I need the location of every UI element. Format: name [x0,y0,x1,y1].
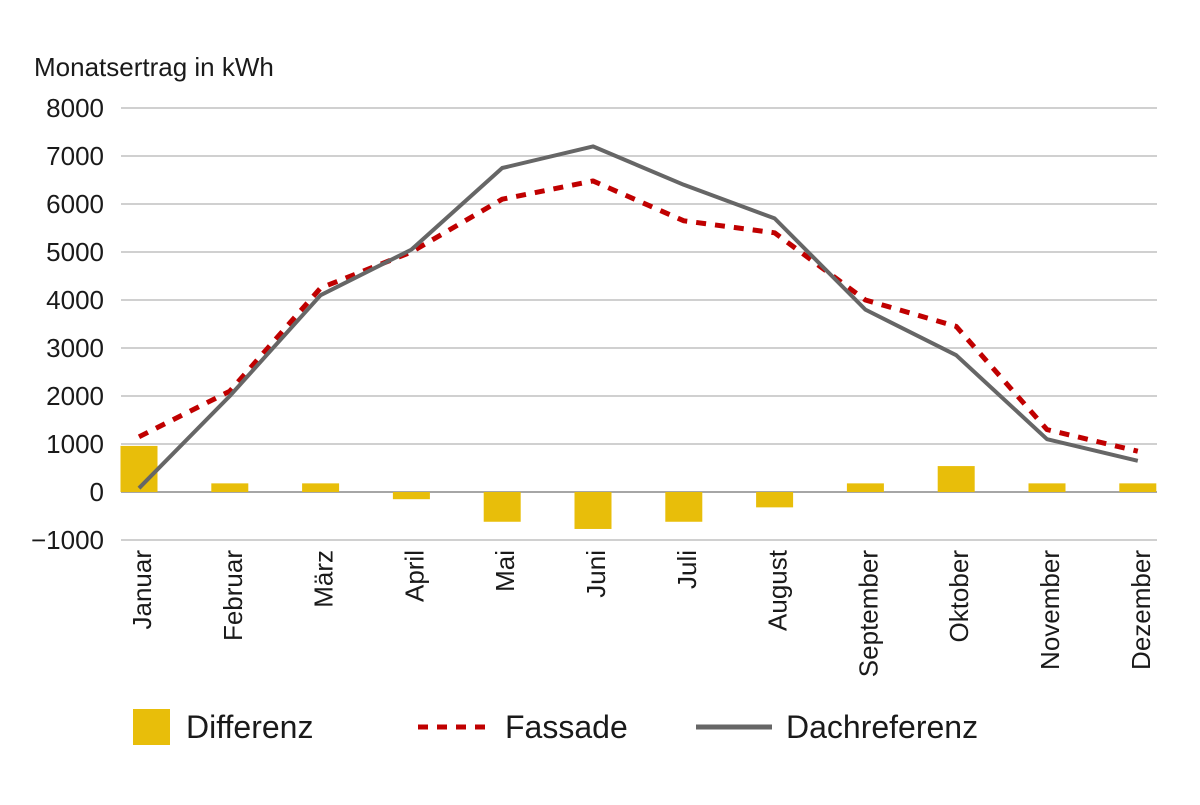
x-tick-label: März [309,550,339,608]
bar-differenz [574,492,612,529]
y-axis-label: Monatsertrag in kWh [34,52,274,82]
bar-differenz [1028,483,1066,492]
y-tick-labels: −1000 0 1000 2000 3000 4000 5000 6000 7000 8000 [31,93,104,555]
bar-differenz [211,483,249,492]
lines [137,144,1139,490]
bars-differenz [120,445,1157,529]
bar-differenz [756,492,794,508]
bar-differenz [392,492,430,500]
x-tick-label: Mai [490,550,520,592]
line-fassade [137,178,1139,454]
bar-differenz [120,445,158,492]
legend-label-dachreferenz: Dachreferenz [786,709,978,745]
bar-differenz [665,492,703,522]
y-tick-label: 0 [90,477,104,507]
x-tick-label: Januar [127,550,157,630]
x-tick-label: Juni [581,550,611,598]
gridlines [121,107,1157,541]
y-tick-label: 1000 [46,429,104,459]
legend-swatch-differenz [133,709,170,745]
y-tick-label: 7000 [46,141,104,171]
x-tick-label: April [399,550,429,602]
y-tick-label: 5000 [46,237,104,267]
legend: Differenz Fassade Dachreferenz [133,709,978,745]
x-tick-label: September [853,550,883,678]
x-tick-label: Juli [672,550,702,589]
legend-label-differenz: Differenz [186,709,313,745]
x-tick-label: November [1035,550,1065,670]
y-tick-label: 4000 [46,285,104,315]
y-tick-label: −1000 [31,525,104,555]
bar-differenz [1119,483,1157,492]
y-tick-label: 6000 [46,189,104,219]
x-tick-labels: Januar Februar März April Mai Juni Juli August S… [127,549,1156,677]
y-tick-label: 3000 [46,333,104,363]
y-tick-label: 8000 [46,93,104,123]
x-tick-label: August [763,549,793,631]
x-tick-label: Februar [218,550,248,641]
legend-label-fassade: Fassade [505,709,628,745]
bar-differenz [937,466,975,492]
x-tick-label: Dezember [1126,550,1156,670]
line-dachreferenz [137,144,1139,490]
bar-differenz [302,483,340,492]
bar-differenz [846,483,884,492]
bar-differenz [483,492,521,522]
y-tick-label: 2000 [46,381,104,411]
x-tick-label: Oktober [944,550,974,643]
